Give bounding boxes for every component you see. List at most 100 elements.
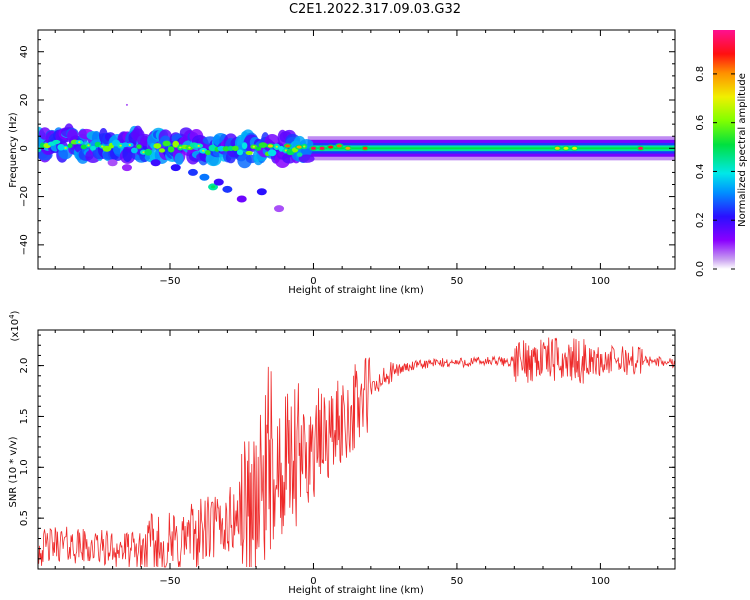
heat-core (205, 149, 211, 156)
x-tick-label: 50 (451, 276, 464, 287)
snr-chart: −50 0 50 100 0.5 1.0 1.5 2.0 Height of straight… (8, 310, 676, 596)
heat-core (94, 141, 101, 148)
colorbar-label: Normalized spectral amplitude (737, 73, 748, 227)
heat-core (67, 143, 73, 149)
heat-peak (336, 144, 342, 148)
heat-peak (296, 145, 302, 149)
y-tick-label: −20 (19, 186, 30, 207)
colorbar-tick-label: 0.0 (695, 261, 706, 277)
axes-top: −50 0 50 100 −40 −20 0 20 40 (19, 29, 676, 287)
y-tick-label: 1.5 (19, 408, 30, 424)
heat-core (136, 144, 142, 149)
heat-tail (107, 159, 118, 167)
heat-peak (563, 146, 569, 150)
y-tick-label: 0.5 (19, 510, 30, 526)
heat-core (119, 144, 122, 147)
heat-peak (554, 146, 560, 150)
heat-core (236, 149, 244, 156)
colorbar-tick-label: 0.8 (695, 66, 706, 82)
heat-core (208, 144, 217, 152)
heat-blob (174, 152, 184, 165)
axes-bottom: −50 0 50 100 0.5 1.0 1.5 2.0 (19, 329, 676, 587)
y-multiplier: (x104) (8, 310, 21, 341)
heat-core (142, 151, 145, 154)
heat-core (172, 140, 180, 148)
plot-area-bottom (38, 330, 675, 569)
heat-core (64, 147, 67, 150)
heat-core (167, 146, 175, 153)
snr-line-layer (38, 337, 675, 568)
heat-core (153, 143, 162, 149)
heatmap-layer (38, 103, 675, 213)
heat-core (303, 145, 306, 148)
y-tick-label: 40 (19, 45, 30, 58)
x-tick-label: 50 (451, 576, 464, 587)
y-multiplier-exp: 4 (8, 314, 16, 319)
heat-tail (222, 185, 233, 193)
heat-tail (170, 164, 181, 172)
heat-core (128, 143, 132, 146)
y-tick-label: −40 (19, 234, 30, 255)
bottom-xlabel: Height of straight line (km) (288, 585, 424, 596)
heat-core (179, 146, 182, 149)
heat-core (227, 145, 234, 151)
heat-tail (211, 185, 216, 189)
x-tick-label: 100 (591, 276, 610, 287)
x-tick-label: −50 (159, 276, 180, 287)
heat-peak (362, 146, 368, 150)
plot-frame (37, 29, 676, 270)
heat-tail (150, 159, 161, 167)
colorbar (713, 30, 735, 269)
heat-core (144, 148, 152, 156)
heat-core (202, 149, 205, 152)
heat-core (255, 146, 262, 151)
heat-core (90, 145, 97, 151)
colorbar-tick-label: 0.6 (695, 115, 706, 131)
heat-core (188, 146, 191, 149)
chart-title: C2E1.2022.317.09.03.G32 (288, 2, 462, 17)
heat-core (245, 150, 253, 156)
heat-tail (187, 168, 198, 176)
x-tick-label: −50 (159, 576, 180, 587)
heat-peak (319, 146, 325, 150)
heat-core (296, 152, 303, 157)
heat-core (258, 142, 268, 149)
y-multiplier-base: (x10 (10, 319, 21, 342)
heat-core (131, 147, 138, 154)
heat-core (57, 144, 65, 151)
heat-speck (125, 103, 128, 106)
x-tick-label: 100 (591, 576, 610, 587)
heat-core (102, 145, 112, 152)
heat-core (52, 139, 61, 145)
snr-series-line (38, 337, 675, 568)
heat-tail (213, 178, 224, 186)
plot-frame (37, 329, 676, 570)
heat-tail (274, 205, 285, 213)
svg-text:(x104): (x104) (8, 310, 21, 341)
heat-tail (199, 173, 210, 181)
heat-peak (267, 144, 273, 148)
spectrogram-chart: −50 0 50 100 −40 −20 0 20 40 Height of straight … (8, 29, 748, 296)
heat-tail (121, 164, 132, 172)
heat-peak (572, 146, 578, 150)
heat-peak (310, 146, 316, 150)
y-tick-label: 1.0 (19, 459, 30, 475)
heat-tail (236, 195, 247, 203)
heat-core (158, 148, 166, 153)
y-tick-label: 2.0 (19, 358, 30, 374)
top-xlabel: Height of straight line (km) (288, 285, 424, 296)
heat-core (232, 145, 239, 152)
top-ylabel: Frequency (Hz) (8, 112, 19, 188)
heat-blob (298, 154, 315, 163)
heat-core (87, 144, 90, 147)
heat-tail (256, 188, 267, 196)
heat-core (241, 142, 248, 150)
y-tick-label: 0 (19, 145, 30, 151)
bottom-ylabel: SNR (10 * v/v) (8, 436, 19, 507)
y-tick-label: 20 (19, 94, 30, 107)
x-tick-label: 0 (310, 576, 316, 587)
heat-core (275, 145, 278, 148)
x-tick-label: 0 (310, 276, 316, 287)
heat-core (162, 140, 171, 147)
